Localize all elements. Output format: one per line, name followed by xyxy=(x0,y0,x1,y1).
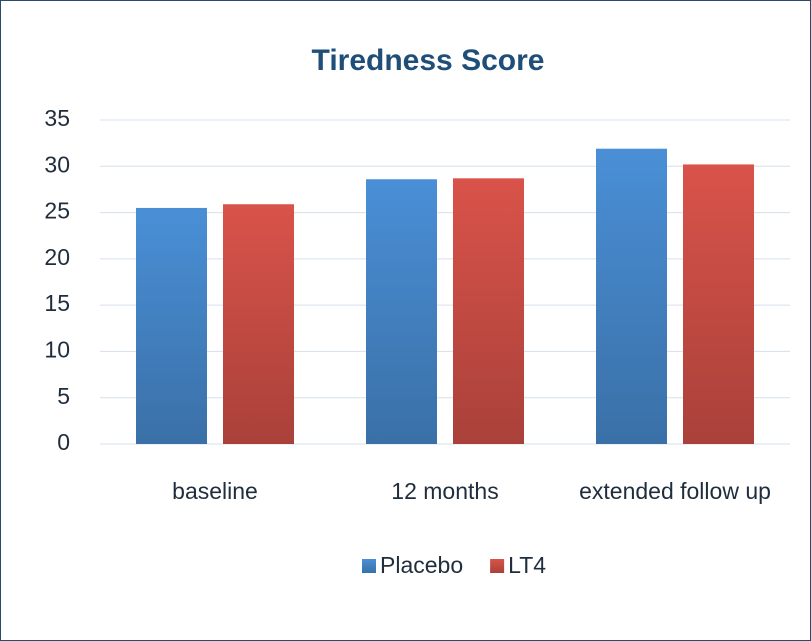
x-tick-label: 12 months xyxy=(391,478,499,504)
legend-label: Placebo xyxy=(380,552,463,578)
y-tick-label: 20 xyxy=(44,244,70,270)
legend-label: LT4 xyxy=(508,552,546,578)
bar xyxy=(136,207,207,444)
y-tick-label: 5 xyxy=(57,383,70,409)
legend-swatch xyxy=(490,559,505,573)
chart-title: Tiredness Score xyxy=(312,44,545,77)
legend-swatch xyxy=(362,559,376,573)
x-tick-label: baseline xyxy=(172,478,258,504)
y-tick-label: 25 xyxy=(44,198,70,224)
bar xyxy=(223,204,294,444)
y-tick-label: 15 xyxy=(44,290,70,316)
y-tick-label: 10 xyxy=(44,337,70,363)
bar xyxy=(453,178,524,444)
bar xyxy=(596,148,667,444)
y-tick-label: 0 xyxy=(57,429,70,455)
y-tick-label: 35 xyxy=(44,105,70,131)
bar xyxy=(366,179,437,444)
y-tick-label: 30 xyxy=(44,151,70,177)
bar xyxy=(683,164,754,445)
x-tick-label: extended follow up xyxy=(579,478,771,504)
